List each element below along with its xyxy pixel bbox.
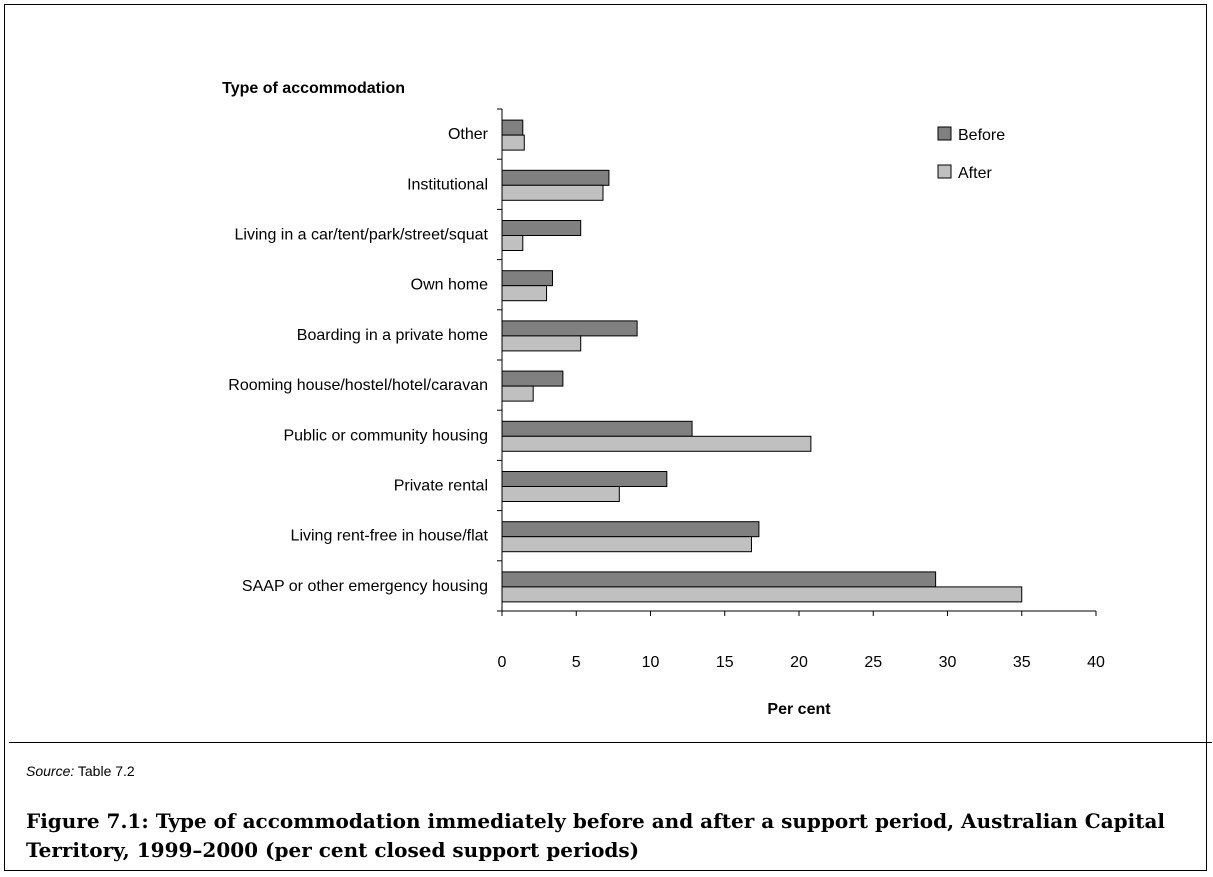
x-tick-label: 20 <box>790 654 808 671</box>
category-label: Boarding in a private home <box>297 327 488 344</box>
bar-before <box>501 320 638 337</box>
bar-before <box>501 521 760 538</box>
figure-caption: Figure 7.1: Type of accommodation immedi… <box>26 809 1166 862</box>
category-label: Living in a car/tent/park/street/squat <box>235 227 489 244</box>
source-label: Source: <box>26 763 75 779</box>
bar-before <box>501 270 553 287</box>
bar-after <box>501 335 582 352</box>
legend-swatch-after <box>937 164 952 179</box>
bar-after <box>501 536 752 553</box>
legend-swatch-before <box>937 126 952 141</box>
bar-before <box>501 471 668 487</box>
figure-frame: Type of accommodation Per cent Other Inst… <box>4 4 1212 871</box>
bar-before <box>501 571 937 588</box>
x-tick-label: 40 <box>1087 654 1105 671</box>
x-tick-label: 25 <box>864 654 882 671</box>
bar-after <box>501 184 604 201</box>
y-axis-title: Type of accommodation <box>222 80 405 97</box>
bar-before <box>501 119 524 136</box>
source-text: Table 7.2 <box>77 763 135 779</box>
x-tick-label: 5 <box>572 654 581 671</box>
bar-after <box>501 385 534 402</box>
x-tick-label: 10 <box>642 654 660 671</box>
bar-after <box>501 486 620 502</box>
x-tick-label: 30 <box>939 654 957 671</box>
chart-area: Type of accommodation Per cent Other Inst… <box>9 9 1212 743</box>
x-axis-title: Per cent <box>767 701 831 718</box>
x-tick-label: 35 <box>1013 654 1031 671</box>
category-label: Own home <box>411 277 488 294</box>
category-label: Rooming house/hostel/hotel/caravan <box>228 377 488 394</box>
source-note: Source: Table 7.2 <box>26 763 135 779</box>
category-label: Private rental <box>394 478 488 495</box>
category-label: Living rent-free in house/flat <box>291 528 489 545</box>
bar-before <box>501 420 693 437</box>
bar-after <box>501 285 548 302</box>
category-label: SAAP or other emergency housing <box>242 578 488 595</box>
category-label: Other <box>448 126 489 143</box>
x-tick-label: 0 <box>498 654 507 671</box>
bar-after <box>501 586 1023 603</box>
category-label: Institutional <box>407 176 488 193</box>
bar-after <box>501 435 812 452</box>
bar-after <box>501 134 525 151</box>
legend-label-after: After <box>958 165 992 182</box>
legend-label-before: Before <box>958 127 1005 144</box>
bar-before <box>501 220 582 236</box>
bar-before <box>501 370 564 387</box>
x-tick-label: 15 <box>716 654 734 671</box>
bar-before <box>501 169 610 186</box>
bar-chart: Type of accommodation Per cent Other Inst… <box>222 80 1105 718</box>
bar-after <box>501 235 524 251</box>
category-label: Public or community housing <box>283 427 488 444</box>
